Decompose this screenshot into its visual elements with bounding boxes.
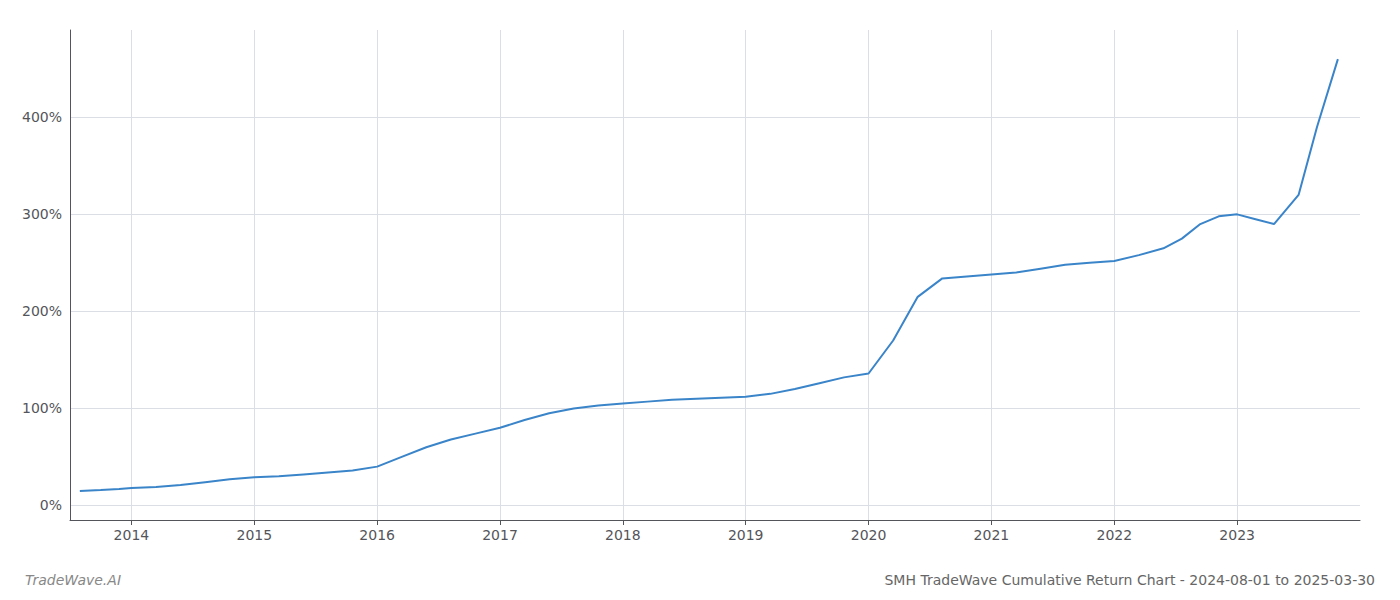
svg-text:2020: 2020 [851,527,887,543]
svg-text:100%: 100% [22,400,62,416]
svg-text:2015: 2015 [236,527,272,543]
svg-text:2014: 2014 [114,527,150,543]
svg-text:200%: 200% [22,303,62,319]
svg-text:2018: 2018 [605,527,641,543]
svg-text:2017: 2017 [482,527,518,543]
svg-text:SMH TradeWave Cumulative Retur: SMH TradeWave Cumulative Return Chart - … [884,572,1375,588]
svg-text:2016: 2016 [359,527,395,543]
svg-text:2021: 2021 [974,527,1010,543]
svg-text:2022: 2022 [1096,527,1132,543]
svg-text:300%: 300% [22,206,62,222]
svg-text:2019: 2019 [728,527,764,543]
svg-text:TradeWave.AI: TradeWave.AI [25,572,121,588]
svg-text:0%: 0% [40,497,62,513]
svg-text:400%: 400% [22,109,62,125]
svg-text:2023: 2023 [1219,527,1255,543]
